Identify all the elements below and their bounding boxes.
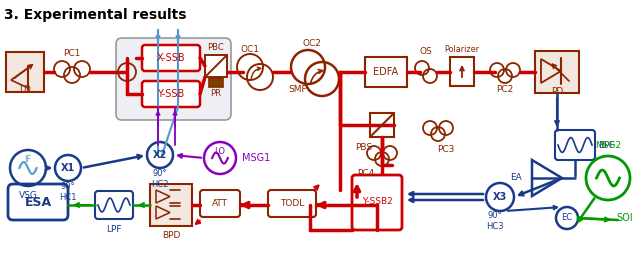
Text: BPD: BPD bbox=[162, 231, 180, 241]
Text: LO: LO bbox=[214, 147, 225, 155]
Text: 3. Experimental results: 3. Experimental results bbox=[4, 8, 186, 22]
Text: VSG: VSG bbox=[19, 192, 37, 200]
FancyBboxPatch shape bbox=[200, 190, 240, 217]
Text: 90°
HC1: 90° HC1 bbox=[60, 182, 77, 202]
Text: LD: LD bbox=[19, 86, 31, 94]
Text: PC4: PC4 bbox=[357, 168, 374, 178]
Text: MSG2: MSG2 bbox=[595, 141, 621, 151]
FancyBboxPatch shape bbox=[535, 51, 579, 93]
Text: PBS: PBS bbox=[355, 142, 372, 151]
Text: PD: PD bbox=[551, 87, 563, 97]
Text: IF: IF bbox=[24, 155, 32, 165]
FancyBboxPatch shape bbox=[142, 81, 200, 107]
FancyBboxPatch shape bbox=[142, 45, 200, 71]
Text: ESA: ESA bbox=[24, 196, 52, 209]
FancyBboxPatch shape bbox=[6, 52, 44, 92]
FancyBboxPatch shape bbox=[150, 184, 192, 226]
Text: X-SSB: X-SSB bbox=[157, 53, 186, 63]
FancyBboxPatch shape bbox=[8, 184, 68, 220]
Text: LPF: LPF bbox=[106, 225, 122, 233]
Text: PR: PR bbox=[211, 89, 221, 99]
Text: PC1: PC1 bbox=[63, 50, 81, 58]
Text: BPF: BPF bbox=[598, 140, 614, 150]
Text: X1: X1 bbox=[61, 163, 75, 173]
Text: EC: EC bbox=[561, 214, 573, 223]
Text: X2: X2 bbox=[153, 150, 167, 160]
Text: MSG1: MSG1 bbox=[242, 153, 270, 163]
Text: Polarizer: Polarizer bbox=[445, 44, 479, 54]
Text: TODL: TODL bbox=[280, 198, 304, 208]
Text: OC1: OC1 bbox=[241, 45, 259, 55]
Text: X3: X3 bbox=[493, 192, 507, 202]
FancyBboxPatch shape bbox=[209, 78, 223, 87]
Text: EA: EA bbox=[510, 173, 522, 183]
FancyBboxPatch shape bbox=[352, 175, 402, 230]
FancyBboxPatch shape bbox=[205, 55, 227, 77]
FancyBboxPatch shape bbox=[95, 191, 133, 219]
Text: ATT: ATT bbox=[212, 198, 228, 208]
FancyBboxPatch shape bbox=[116, 38, 231, 120]
FancyBboxPatch shape bbox=[450, 57, 474, 86]
FancyBboxPatch shape bbox=[365, 57, 407, 87]
Text: SOI: SOI bbox=[617, 213, 634, 223]
Text: PC3: PC3 bbox=[437, 146, 454, 154]
Text: EDFA: EDFA bbox=[373, 67, 399, 77]
FancyBboxPatch shape bbox=[370, 113, 394, 137]
Text: OC2: OC2 bbox=[303, 40, 321, 49]
Text: PC2: PC2 bbox=[497, 86, 514, 94]
Text: Y-SSB: Y-SSB bbox=[157, 89, 184, 99]
Text: PBC: PBC bbox=[207, 43, 225, 53]
Polygon shape bbox=[532, 160, 562, 196]
Text: 90°
HC3: 90° HC3 bbox=[486, 211, 504, 231]
FancyBboxPatch shape bbox=[268, 190, 316, 217]
Text: Y-SSB2: Y-SSB2 bbox=[362, 198, 392, 207]
Text: OS: OS bbox=[420, 47, 433, 56]
Text: SMF: SMF bbox=[289, 86, 307, 94]
Text: 90°
HC2: 90° HC2 bbox=[151, 169, 169, 189]
FancyBboxPatch shape bbox=[555, 130, 595, 160]
